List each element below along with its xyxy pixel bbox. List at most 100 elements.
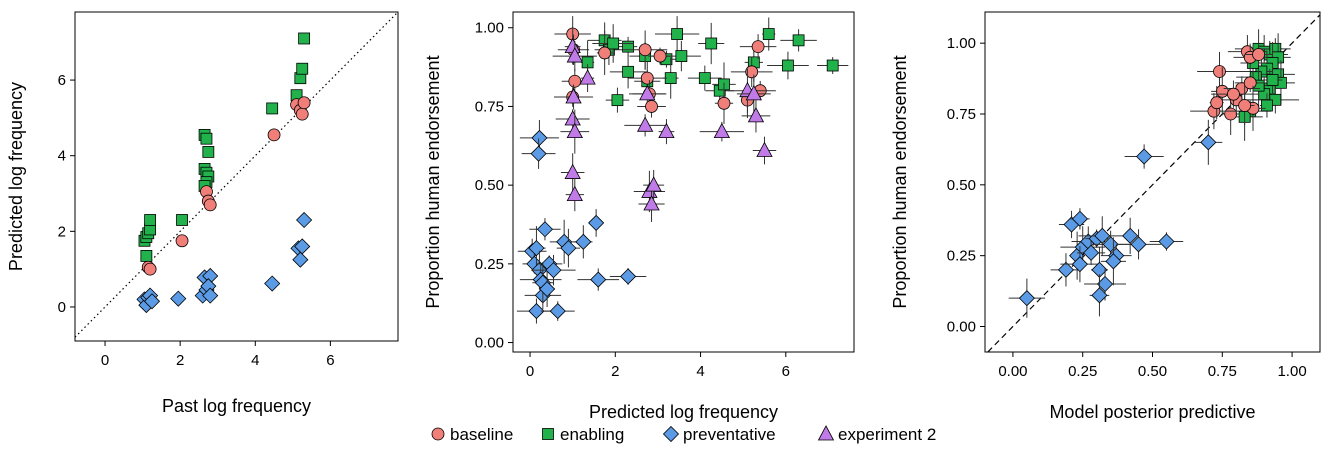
- preventative-point: [1018, 290, 1035, 307]
- preventative-point: [590, 271, 607, 288]
- preventative-point: [1158, 233, 1175, 250]
- preventative-point: [528, 240, 545, 257]
- y-tick-label: 0: [58, 299, 66, 316]
- experiment 2-point: [713, 122, 731, 139]
- preventative-point: [1083, 244, 1100, 261]
- baseline-point: [1227, 87, 1240, 101]
- baseline-point: [203, 198, 217, 212]
- y-axis-label: Proportion human endorsement: [890, 55, 910, 308]
- experiment 2-point: [579, 69, 596, 85]
- points: [516, 16, 849, 324]
- experiment 2-point: [564, 163, 581, 179]
- preventative-point: [545, 262, 562, 279]
- x-tick-label: 1.00: [1277, 363, 1306, 380]
- enabling-point: [176, 214, 188, 226]
- x-tick-label: 0.75: [1208, 363, 1237, 380]
- x-axis-label: Past log frequency: [162, 396, 311, 416]
- x-tick-label: 6: [326, 352, 334, 369]
- preventative-point: [1057, 261, 1075, 278]
- preventative-point: [530, 145, 547, 162]
- baseline-point: [640, 71, 654, 85]
- legend-label: experiment 2: [838, 425, 936, 444]
- experiment 2-point: [565, 88, 582, 104]
- legend-item-preventative: preventative: [662, 425, 776, 444]
- preventative-point: [588, 214, 605, 231]
- legend-label: baseline: [450, 425, 513, 444]
- baseline-point: [653, 49, 667, 63]
- y-tick-label: 0.25: [475, 256, 504, 273]
- enabling-point: [782, 59, 794, 72]
- baseline-point: [751, 40, 765, 54]
- enabling-point: [202, 146, 215, 158]
- enabling-point: [705, 37, 718, 50]
- plot-frame: [74, 11, 399, 342]
- y-tick-label: 0.75: [947, 106, 976, 123]
- x-tick-label: 0: [101, 352, 109, 369]
- points: [136, 32, 313, 314]
- preventative-point: [1094, 227, 1111, 244]
- legend-diamond-icon: [662, 425, 680, 443]
- baseline-point: [175, 234, 189, 248]
- experiment 2-point: [645, 176, 662, 192]
- baseline-point: [1238, 99, 1252, 112]
- x-tick-label: 0.25: [1068, 363, 1097, 380]
- experiment 2-point: [756, 141, 773, 157]
- x-tick-label: 2: [176, 352, 184, 369]
- experiment 2-point: [643, 195, 660, 211]
- enabling-point: [200, 132, 213, 145]
- points: [1008, 29, 1300, 318]
- baseline-point: [645, 100, 658, 113]
- y-tick-label: 0.50: [475, 177, 504, 194]
- experiment 2-point: [745, 85, 762, 101]
- baseline-point: [143, 262, 157, 276]
- y-tick-label: 4: [58, 148, 66, 165]
- y-tick-label: 0.50: [947, 177, 976, 194]
- experiment 2-point: [747, 107, 765, 123]
- preventative-point: [1071, 256, 1088, 273]
- enabling-point: [792, 34, 805, 47]
- preventative-point: [1102, 236, 1119, 253]
- preventative-point: [1096, 275, 1114, 293]
- enabling-point: [664, 72, 677, 85]
- experiment 2-point: [639, 85, 656, 101]
- legend-triangle-icon: [817, 425, 835, 441]
- preventative-point: [202, 287, 219, 304]
- preventative-point: [549, 303, 566, 320]
- baseline-point: [598, 46, 612, 60]
- preventative-point: [536, 221, 554, 238]
- panel-past-vs-predicted: 0 2 4 6 0 2 4 6 Past log frequency Predicted log …: [6, 11, 399, 416]
- enabling-point: [622, 65, 634, 78]
- enabling-point: [266, 102, 279, 115]
- x-tick-label: 0.00: [998, 363, 1027, 380]
- experiment 2-point: [566, 47, 583, 63]
- enabling-point: [622, 40, 634, 53]
- preventative-point: [575, 233, 592, 250]
- enabling-point: [140, 250, 153, 262]
- enabling-point: [296, 62, 309, 75]
- baseline-point: [297, 96, 311, 110]
- baseline-point: [295, 107, 309, 121]
- baseline-point: [1215, 84, 1229, 98]
- baseline-point: [1252, 48, 1265, 61]
- y-tick-label: 0.25: [947, 248, 976, 265]
- preventative-point: [264, 275, 281, 292]
- y-tick-label: 1.00: [947, 35, 976, 52]
- x-tick-label: 4: [696, 363, 704, 380]
- preventative-point: [620, 268, 637, 285]
- legend-square-icon: [542, 428, 554, 440]
- preventative-point: [294, 238, 311, 255]
- legend: baseline enabling preventative experiment 2: [431, 425, 936, 444]
- preventative-point: [560, 240, 577, 257]
- plot-frame: [984, 11, 1321, 353]
- x-tick-label: 2: [611, 363, 619, 380]
- enabling-point: [607, 37, 620, 50]
- baseline-point: [1224, 107, 1238, 121]
- x-axis-label: Predicted log frequency: [589, 402, 778, 422]
- y-axis-label: Predicted log frequency: [6, 82, 26, 271]
- enabling-point: [144, 214, 157, 226]
- preventative-point: [539, 280, 556, 298]
- baseline-point: [1243, 76, 1257, 90]
- baseline-point: [745, 65, 759, 79]
- enabling-point: [698, 72, 711, 85]
- legend-label: enabling: [560, 425, 624, 444]
